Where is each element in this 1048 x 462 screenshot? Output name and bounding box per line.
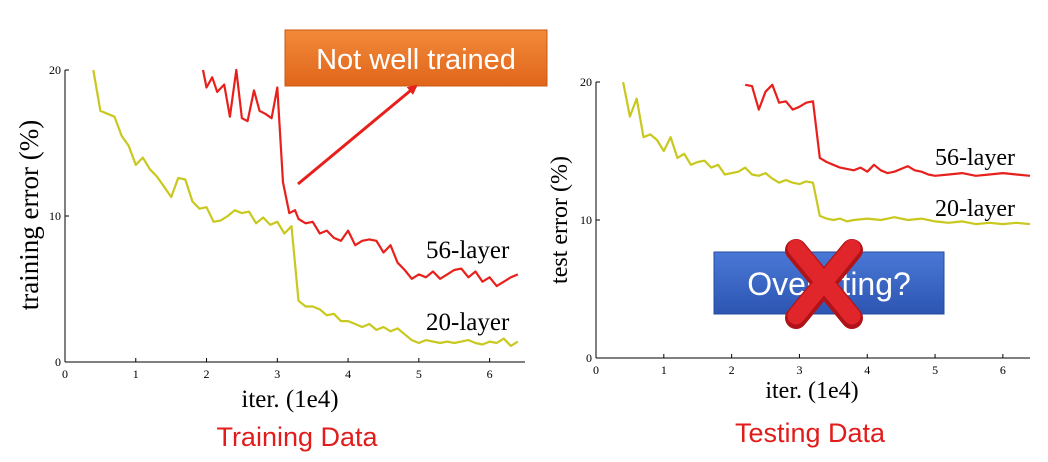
test-x-tick-label: 0 bbox=[593, 363, 599, 377]
training-y-tick-label: 0 bbox=[55, 355, 61, 369]
training-y-tick-label: 20 bbox=[49, 63, 61, 77]
test-legend-56-layer: 56-layer bbox=[935, 145, 1015, 171]
test-x-tick-label: 6 bbox=[1000, 363, 1006, 377]
test-chart-axes: 0 1 2 3 4 5 6 0 10 20 bbox=[580, 75, 1030, 377]
training-data-caption: Training Data bbox=[216, 422, 378, 452]
training-x-tick-label: 2 bbox=[204, 367, 210, 381]
training-y-axis-label: training error (%) bbox=[14, 120, 44, 310]
test-x-axis-label: iter. (1e4) bbox=[765, 378, 858, 404]
training-x-tick-label: 5 bbox=[416, 367, 422, 381]
training-error-chart: 0 1 2 3 4 5 6 0 10 20 training error (%) iter. (1… bbox=[14, 63, 525, 413]
test-y-tick-label: 20 bbox=[580, 75, 592, 89]
training-legend-56-layer: 56-layer bbox=[426, 237, 510, 264]
test-x-tick-label: 1 bbox=[661, 363, 667, 377]
test-y-tick-label: 10 bbox=[580, 213, 592, 227]
training-chart-series bbox=[92, 68, 519, 347]
training-legend-20-layer: 20-layer bbox=[426, 309, 510, 336]
training-chart-axes: 0 1 2 3 4 5 6 0 10 20 bbox=[49, 63, 525, 381]
test-x-tick-label: 5 bbox=[932, 363, 938, 377]
training-y-tick-label: 10 bbox=[49, 209, 61, 223]
test-x-tick-label: 4 bbox=[864, 363, 870, 377]
test-series-20-layer bbox=[622, 81, 1031, 226]
test-x-tick-label: 2 bbox=[729, 363, 735, 377]
test-x-tick-label: 3 bbox=[796, 363, 802, 377]
test-series-56-layer bbox=[744, 83, 1031, 177]
training-x-axis-label: iter. (1e4) bbox=[241, 386, 338, 413]
training-x-tick-label: 6 bbox=[487, 367, 493, 381]
red-x-icon bbox=[785, 239, 863, 329]
not-well-trained-callout: Not well trained bbox=[284, 29, 548, 186]
overfitting-callout: Overfitting? bbox=[713, 239, 945, 329]
not-well-trained-box bbox=[284, 29, 548, 87]
not-well-trained-label: Not well trained bbox=[316, 44, 516, 76]
callout-arrow bbox=[297, 84, 418, 186]
training-series-20-layer bbox=[92, 69, 519, 347]
testing-data-caption: Testing Data bbox=[735, 418, 886, 448]
training-x-tick-label: 1 bbox=[133, 367, 139, 381]
test-y-tick-label: 0 bbox=[586, 351, 592, 365]
test-y-axis-label: test error (%) bbox=[547, 156, 573, 284]
training-x-tick-label: 0 bbox=[62, 367, 68, 381]
training-x-tick-label: 4 bbox=[345, 367, 351, 381]
training-x-tick-label: 3 bbox=[274, 367, 280, 381]
test-legend-20-layer: 20-layer bbox=[935, 196, 1015, 222]
test-chart-series bbox=[622, 81, 1031, 226]
training-series-56-layer bbox=[201, 68, 519, 288]
